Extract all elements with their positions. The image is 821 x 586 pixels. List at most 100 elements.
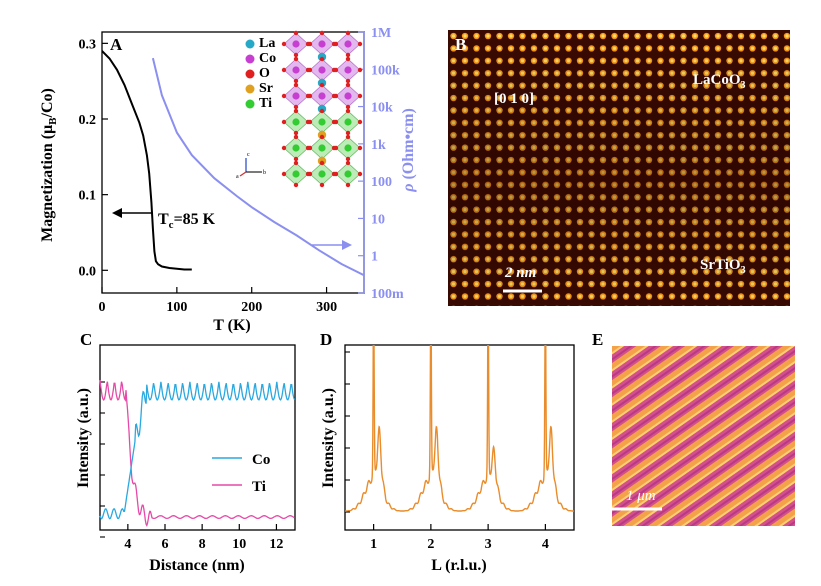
xrd-scan-line <box>345 345 574 512</box>
y2-tick-label: 10 <box>371 212 385 227</box>
o-atom <box>345 160 351 166</box>
o-atom <box>281 93 287 99</box>
o-atom <box>345 82 351 88</box>
atom-co-marker <box>245 54 255 64</box>
o-atom <box>357 171 363 177</box>
ti-profile-line <box>99 380 295 527</box>
x-tick-label: 3 <box>485 537 492 552</box>
co-atom <box>344 92 352 100</box>
panel-c-legend: Co Ti <box>212 452 270 495</box>
o-atom <box>293 160 299 166</box>
o-atom <box>293 56 299 62</box>
ti-atom <box>344 144 352 152</box>
ti-atom <box>292 170 300 178</box>
y-tick-label: 0.0 <box>79 264 97 279</box>
o-atom <box>357 67 363 73</box>
stem-image-shading <box>448 30 790 306</box>
o-atom <box>281 41 287 47</box>
afm-scale-label: 1 μm <box>626 488 656 504</box>
panel-a-x-label: T (K) <box>213 317 250 334</box>
panel-c-frame <box>99 344 296 531</box>
x-tick-label: 2 <box>427 537 434 552</box>
o-atom <box>307 93 313 99</box>
o-atom <box>333 93 339 99</box>
atom-o-marker <box>245 69 255 79</box>
o-atom <box>345 52 351 58</box>
o-atom <box>345 134 351 140</box>
panel-a-y2-axis: 1M 100k 10k 1k 100 10 1 100m <box>358 26 404 302</box>
o-atom <box>319 160 325 166</box>
tc-annotation: Tc=85 K <box>158 211 216 231</box>
x-tick-label: 10 <box>232 537 246 552</box>
atom-la-marker <box>245 39 255 49</box>
atom-legend-label: Co <box>259 51 276 66</box>
y2-tick-label: 1k <box>371 138 386 153</box>
o-atom <box>319 182 325 188</box>
svg-text:c: c <box>247 152 250 158</box>
o-atom <box>333 145 339 151</box>
atom-legend-label: La <box>259 36 275 51</box>
co-atom <box>292 40 300 48</box>
co-atom <box>292 92 300 100</box>
panel-d-y-label: Intensity (a.u.) <box>320 388 337 488</box>
o-atom <box>281 145 287 151</box>
x-tick-label: 6 <box>162 537 169 552</box>
o-atom <box>293 82 299 88</box>
panel-c: C 4 6 8 10 12 Distance (nm) Intensity (a.u.)… <box>75 330 296 574</box>
arrow-left-icon <box>112 208 153 218</box>
co-profile-line <box>99 381 296 520</box>
ti-atom <box>318 144 326 152</box>
stem-scale-label: 2 nm <box>504 265 536 281</box>
x-tick-label: 4 <box>542 537 549 552</box>
panel-c-y-label: Intensity (a.u.) <box>75 388 92 488</box>
o-atom <box>307 171 313 177</box>
magnetization-curve <box>102 50 192 271</box>
atom-sr-marker <box>245 84 255 94</box>
panel-a: A 0 100 200 300 0.00.10.20.3 1M100k10k1k100… <box>39 26 417 334</box>
y-tick-label: 0.1 <box>79 189 97 204</box>
panel-a-letter: A <box>110 35 123 54</box>
o-atom <box>293 108 299 114</box>
y2-tick-label: 100 <box>371 175 392 190</box>
atom-ti-marker <box>245 99 255 109</box>
o-atom <box>345 78 351 84</box>
y2-tick-label: 10k <box>371 101 393 116</box>
panel-e-letter: E <box>592 330 603 349</box>
atom-legend-label: O <box>259 66 270 81</box>
x-tick-label: 8 <box>199 537 206 552</box>
panel-d-x-axis: 1 2 3 4 <box>370 524 549 552</box>
srtio3-label: SrTiO3 <box>700 257 746 276</box>
o-atom <box>293 134 299 140</box>
o-atom <box>357 119 363 125</box>
panel-c-letter: C <box>80 330 92 349</box>
y-tick-label: 0.2 <box>79 113 97 128</box>
o-atom <box>319 82 325 88</box>
o-atom <box>293 130 299 136</box>
panel-a-y-axis: 0.0 0.1 0.2 0.3 <box>79 37 108 279</box>
o-atom <box>293 30 299 36</box>
panel-d-x-label: L (r.l.u.) <box>431 557 486 574</box>
atom-legend-label: Sr <box>259 81 273 96</box>
panel-b: B [0 1 0] LaCoO3 SrTiO3 2 nm <box>448 30 790 306</box>
arrow-right-icon <box>312 240 352 250</box>
co-atom <box>344 40 352 48</box>
o-atom <box>293 182 299 188</box>
legend-ti-label: Ti <box>252 479 266 495</box>
x-tick-label: 1 <box>370 537 377 552</box>
o-atom <box>293 78 299 84</box>
co-atom <box>292 66 300 74</box>
o-atom <box>307 67 313 73</box>
o-atom <box>357 145 363 151</box>
o-atom <box>307 41 313 47</box>
o-atom <box>357 41 363 47</box>
o-atom <box>293 156 299 162</box>
co-atom <box>318 92 326 100</box>
o-atom <box>281 119 287 125</box>
x-tick-label: 12 <box>269 537 283 552</box>
y2-tick-label: 100m <box>371 287 404 302</box>
x-tick-label: 200 <box>241 300 262 315</box>
y2-tick-label: 100k <box>371 63 400 78</box>
